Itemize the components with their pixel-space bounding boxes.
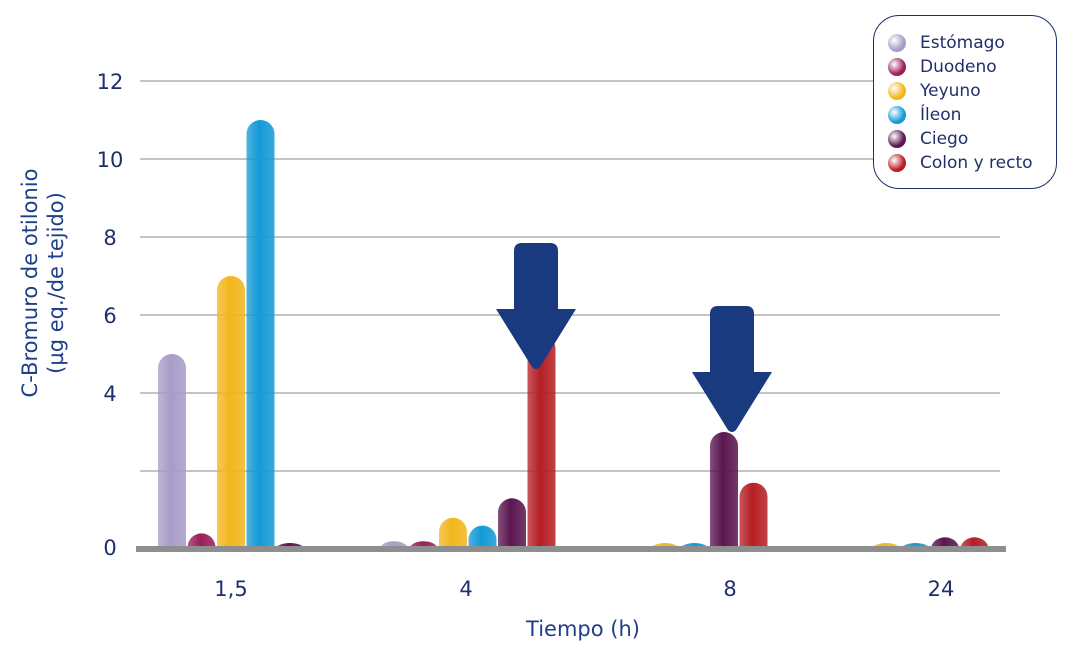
x-axis-title: Tiempo (h) — [525, 617, 640, 641]
bar-estómago-1-5 — [158, 354, 186, 549]
legend-label: Íleon — [920, 105, 962, 125]
legend-item: Estómago — [888, 31, 1005, 55]
y-tick-label: 12 — [97, 70, 124, 94]
y-axis-title-line-1: C-Bromuro de otilonio — [18, 169, 42, 398]
y-tick-label: 0 — [103, 536, 116, 560]
x-tick-label: 4 — [459, 577, 472, 601]
legend-swatch — [888, 130, 906, 148]
x-axis-line — [136, 546, 1006, 552]
y-tick-labels: 0 4 6 8 10 12 — [97, 70, 124, 560]
legend-swatch — [888, 154, 906, 172]
x-tick-label: 1,5 — [214, 577, 247, 601]
bar-ciego-8 — [710, 432, 738, 549]
bar-yeyuno-1-5 — [217, 276, 245, 549]
legend-label: Yeyuno — [920, 81, 981, 101]
x-tick-label: 24 — [928, 577, 955, 601]
legend-item: Íleon — [888, 103, 961, 127]
legend-item: Colon y recto — [888, 151, 1033, 175]
legend-label: Ciego — [920, 129, 969, 149]
bar-colon-y-recto-4 — [527, 334, 556, 549]
y-tick-label: 8 — [103, 226, 116, 250]
legend-swatch — [888, 58, 906, 76]
legend-label: Estómago — [920, 33, 1005, 53]
legend-swatch — [888, 106, 906, 124]
bar-íleon-4 — [468, 525, 497, 549]
bar-duodeno-1-5 — [187, 533, 216, 549]
legend-swatch — [888, 34, 906, 52]
x-tick-labels: 1,5 4 8 24 — [214, 577, 954, 601]
x-tick-label: 8 — [723, 577, 736, 601]
legend-item: Yeyuno — [888, 79, 981, 103]
down-arrow-annotation-4 — [496, 243, 576, 369]
legend-label: Colon y recto — [920, 153, 1033, 173]
legend-label: Duodeno — [920, 57, 997, 77]
down-arrow-annotation-8 — [692, 306, 772, 432]
bar-colon-y-recto-8 — [739, 482, 768, 549]
bar-yeyuno-4 — [439, 517, 467, 549]
arrow-annotations — [496, 243, 772, 432]
y-axis-title-line-2: (µg eq./de tejido) — [44, 192, 68, 374]
bars — [158, 120, 989, 550]
y-tick-label: 4 — [103, 382, 116, 406]
legend-item: Ciego — [888, 127, 968, 151]
y-tick-label: 10 — [97, 148, 124, 172]
bar-ciego-4 — [498, 498, 526, 549]
x-axis-baseline — [136, 546, 1006, 552]
y-tick-label: 6 — [103, 304, 116, 328]
bar-íleon-1-5 — [246, 120, 275, 550]
legend-swatch — [888, 82, 906, 100]
legend: Estómago Duodeno Yeyuno Íleon Ciego Colon y r… — [873, 15, 1057, 189]
legend-item: Duodeno — [888, 55, 997, 79]
